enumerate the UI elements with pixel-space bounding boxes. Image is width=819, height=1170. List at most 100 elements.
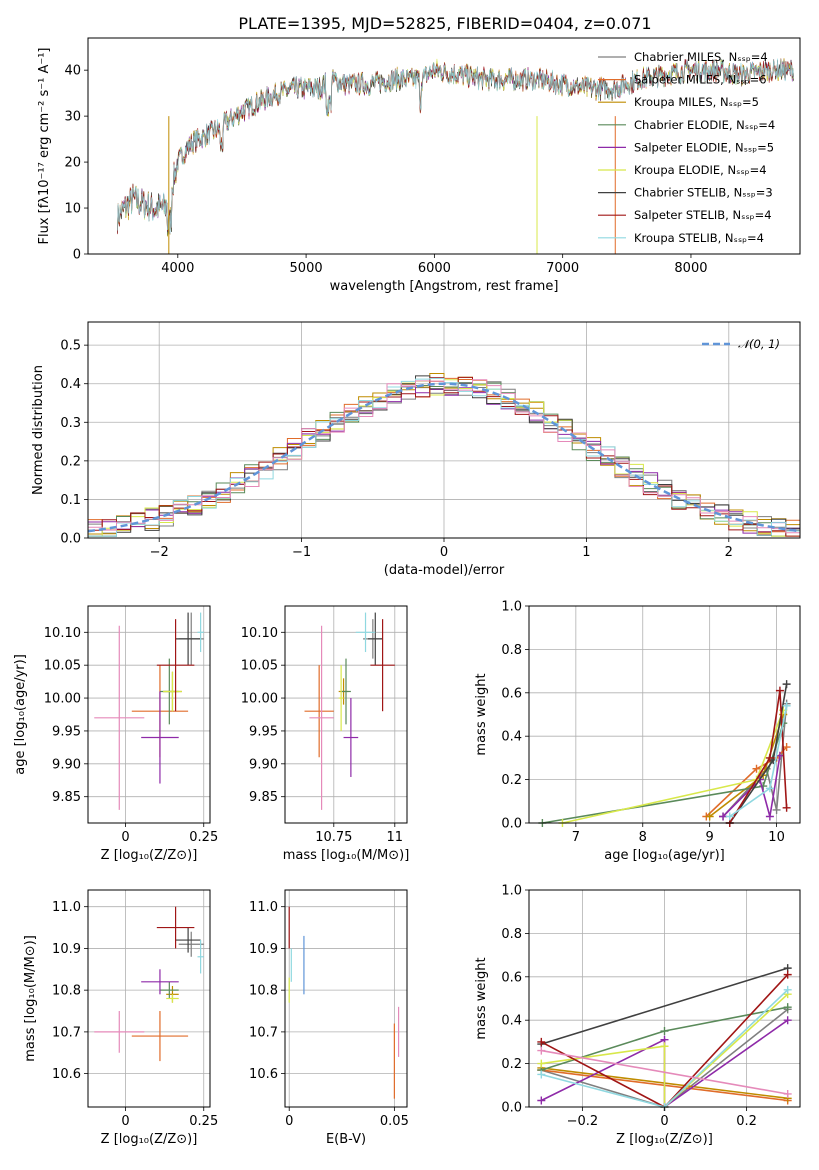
weight-marker	[537, 1096, 546, 1105]
weight-line	[562, 709, 785, 824]
weight-marker	[660, 1042, 669, 1051]
weight-marker	[660, 1027, 669, 1036]
plot-area	[94, 906, 204, 1062]
y-tick-label: 0	[73, 248, 81, 263]
axes-frame	[87, 37, 801, 255]
axes-frame	[87, 321, 801, 539]
weight-marker	[752, 764, 761, 773]
y-tick-label: 10.8	[52, 984, 81, 999]
plot-area	[117, 58, 794, 254]
y-tick-label: 10.7	[249, 1025, 278, 1040]
panel-1: −2 −1 0 1 2 0.0 0.1 0.2 0.3 0.4 0.5 (data-model)/er…	[31, 321, 801, 578]
x-axis-label: age [log₁₀(age/yr)]	[604, 848, 725, 863]
plot-area	[537, 964, 792, 1111]
weight-line	[541, 967, 788, 1045]
axes-frame	[87, 605, 211, 824]
legend-entry: 𝒩(0, 1)	[738, 337, 780, 351]
legend-entry: Kroupa ELODIE, Nₛₛₚ=4	[634, 163, 767, 177]
y-tick-label: 0.6	[501, 686, 522, 701]
weight-line	[722, 703, 788, 818]
x-tick-label: 6000	[418, 261, 451, 276]
weight-marker	[772, 805, 781, 814]
y-tick-label: 0.2	[60, 454, 81, 469]
weight-marker	[537, 1059, 546, 1068]
y-tick-label: 0.2	[501, 773, 522, 788]
legend-entry: Kroupa MILES, Nₛₛₚ=5	[634, 95, 759, 109]
legend-normal: 𝒩(0, 1)	[702, 337, 780, 351]
x-tick-label: 0	[121, 830, 129, 845]
y-axis-label: age [log₁₀(age/yr)]	[13, 654, 28, 775]
panel-6: 0 0.05 10.6 10.7 10.8 10.9 11.0 E(B-V)	[249, 889, 409, 1147]
x-axis-label: Z [log₁₀(Z/Z⊙)]	[101, 848, 198, 863]
y-tick-label: 10.00	[44, 692, 81, 707]
x-tick-label: 7	[572, 830, 580, 845]
x-tick-label: 0	[440, 545, 448, 560]
y-tick-label: 9.90	[249, 757, 278, 772]
plot-area	[94, 612, 204, 810]
x-tick-label: 8	[639, 830, 647, 845]
weight-marker	[782, 680, 791, 689]
y-tick-label: 10.05	[241, 659, 278, 674]
x-tick-label: 0	[660, 1114, 668, 1129]
y-tick-label: 0.8	[501, 643, 522, 658]
figure-title: PLATE=1395, MJD=52825, FIBERID=0404, z=0…	[238, 14, 651, 33]
y-tick-label: 0.4	[60, 377, 81, 392]
weight-line	[542, 722, 785, 824]
axes-frame	[87, 889, 211, 1108]
x-tick-label: 9	[706, 830, 714, 845]
legend-entry: Salpeter ELODIE, Nₛₛₚ=5	[634, 140, 774, 154]
weight-marker	[783, 1089, 792, 1098]
axes-frame	[284, 889, 408, 1108]
x-tick-label: 7000	[546, 261, 579, 276]
weight-marker	[725, 812, 734, 821]
weight-marker	[783, 985, 792, 994]
y-tick-label: 10.10	[241, 626, 278, 641]
plot-area	[288, 906, 400, 1099]
x-axis-label: (data-model)/error	[384, 563, 505, 578]
x-tick-label: 2	[725, 545, 733, 560]
y-tick-label: 11.0	[52, 900, 81, 915]
y-tick-label: 10.9	[249, 942, 278, 957]
plot-area	[304, 612, 395, 810]
panel-2: 0 0.25 9.85 9.90 9.95 10.00 10.05 10.10 Z [log₁₀…	[13, 605, 218, 863]
axes-frame	[284, 605, 408, 824]
x-axis-label: Z [log₁₀(Z/Z⊙)]	[101, 1132, 198, 1147]
y-tick-label: 0.0	[501, 817, 522, 832]
y-tick-label: 10.6	[249, 1067, 278, 1082]
y-axis-label: mass [log₁₀(M/M⊙)]	[23, 935, 38, 1062]
y-tick-label: 0.0	[60, 532, 81, 547]
weight-marker	[765, 784, 774, 793]
weight-line	[541, 993, 789, 1109]
axes-frame	[528, 889, 801, 1108]
normal-curve	[87, 382, 801, 533]
weight-marker	[537, 1046, 546, 1055]
x-tick-label: −2	[150, 545, 169, 560]
legend-entry: Chabrier STELIB, Nₛₛₚ=3	[634, 186, 773, 200]
x-tick-label: 0.05	[380, 1114, 409, 1129]
y-tick-label: 0.6	[501, 970, 522, 985]
weight-marker	[719, 812, 728, 821]
y-tick-label: 9.90	[52, 757, 81, 772]
weight-marker	[765, 753, 774, 762]
y-tick-label: 1.0	[501, 600, 522, 615]
x-tick-label: 0.25	[189, 1114, 218, 1129]
y-tick-label: 1.0	[501, 884, 522, 899]
x-axis-label: Z [log₁₀(Z/Z⊙)]	[616, 1132, 713, 1147]
weight-line	[541, 1049, 788, 1095]
y-tick-label: 30	[64, 110, 81, 125]
panel-0: 4000 5000 6000 7000 8000 0 10 20 30 40 wavelength …	[37, 37, 801, 294]
y-tick-label: 0.4	[501, 730, 522, 745]
x-tick-label: 5000	[290, 261, 323, 276]
x-axis-label: wavelength [Angstrom, rest frame]	[330, 279, 559, 294]
y-tick-label: 10.8	[249, 984, 278, 999]
weight-line	[729, 690, 788, 824]
y-tick-label: 0.8	[501, 927, 522, 942]
histogram-step	[88, 379, 800, 534]
x-axis-label: E(B-V)	[326, 1132, 366, 1147]
weight-marker	[782, 701, 791, 710]
panel-3: 10.75 11 9.85 9.90 9.95 10.00 10.05 10.10 mass […	[241, 605, 409, 863]
panel-5: 0 0.25 10.6 10.7 10.8 10.9 11.0 Z [log₁₀(Z/Z⊙)]…	[23, 889, 218, 1147]
y-tick-label: 10	[64, 202, 81, 217]
y-tick-label: 10.6	[52, 1067, 81, 1082]
